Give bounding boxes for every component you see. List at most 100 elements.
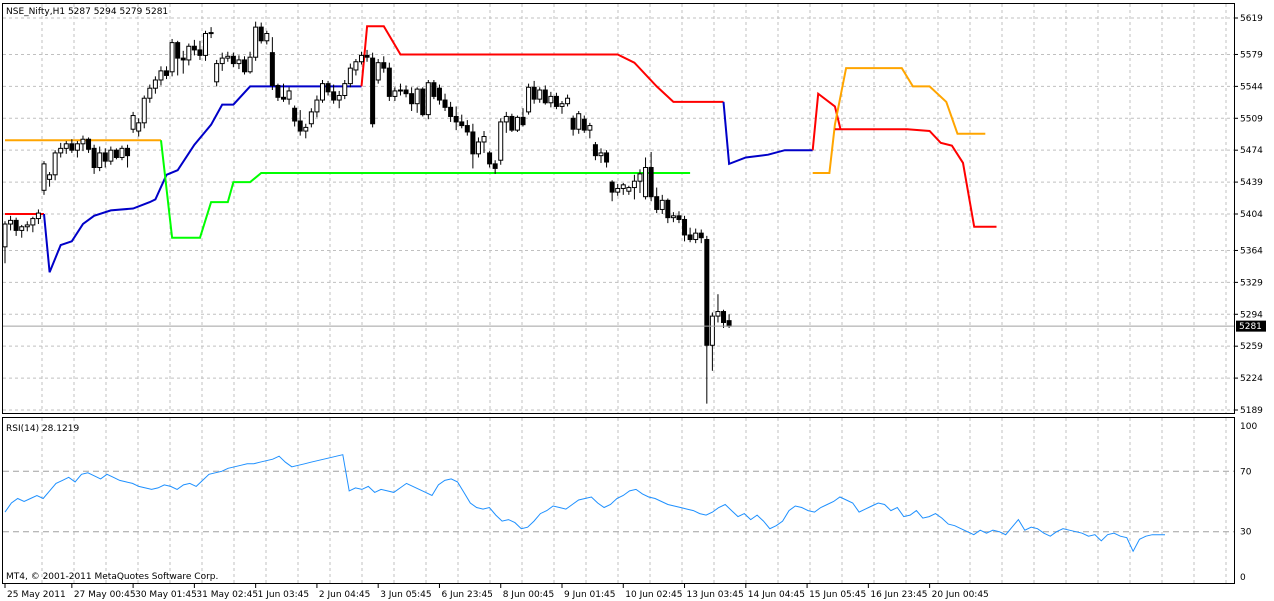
indicator-line xyxy=(43,85,362,273)
candle-body xyxy=(80,138,86,145)
x-tick-label: 9 Jun 01:45 xyxy=(564,590,615,600)
candle-body xyxy=(358,54,364,63)
y-tick-label: 5364 xyxy=(1240,246,1263,256)
candle-body xyxy=(548,95,554,104)
candle-body xyxy=(464,125,470,133)
candle-body xyxy=(247,56,253,73)
candle-body xyxy=(47,174,53,180)
y-tick-label: 5294 xyxy=(1240,310,1263,320)
candle-body xyxy=(498,121,504,161)
candle-body xyxy=(191,45,197,51)
y-tick-label: 5404 xyxy=(1240,210,1263,220)
candle-body xyxy=(102,152,108,162)
candle-body xyxy=(141,97,147,124)
candle-body xyxy=(721,311,727,323)
candle-body xyxy=(158,70,164,81)
candle-body xyxy=(331,91,337,101)
candle-body xyxy=(492,163,498,169)
candle-body xyxy=(709,315,715,346)
candle-body xyxy=(531,86,537,100)
x-tick-label: 20 Jun 00:45 xyxy=(932,590,989,600)
candle-body xyxy=(542,89,548,104)
x-tick-label: 15 Jun 05:45 xyxy=(809,590,866,600)
rsi-panel-frame xyxy=(2,417,1235,584)
candle-body xyxy=(264,32,270,42)
rsi-tick-label: 100 xyxy=(1240,422,1257,432)
candle-body xyxy=(175,42,181,59)
candle-body xyxy=(442,99,448,108)
rsi-axis-labels: 100 70 30 0 xyxy=(1240,422,1257,583)
y-tick-label: 5579 xyxy=(1240,50,1263,60)
candle-body xyxy=(436,87,442,101)
candle-body xyxy=(514,116,520,131)
y-tick-label: 5439 xyxy=(1240,178,1263,188)
x-tick-label: 1 Jun 03:45 xyxy=(258,590,309,600)
candle-body xyxy=(219,57,225,65)
candle-body xyxy=(643,167,649,198)
candle-body xyxy=(208,32,214,35)
candle-body xyxy=(353,61,359,71)
candle-body xyxy=(693,232,699,241)
candle-body xyxy=(24,224,30,228)
candle-body xyxy=(325,83,331,93)
y-tick-label: 5509 xyxy=(1240,114,1263,124)
candle-body xyxy=(41,163,47,191)
candle-body xyxy=(475,141,481,155)
candle-body xyxy=(676,215,682,220)
x-tick-label: 13 Jun 03:45 xyxy=(687,590,744,600)
y-tick-label: 5544 xyxy=(1240,82,1263,92)
candle-body xyxy=(503,115,509,123)
candle-body xyxy=(63,143,69,149)
x-axis-labels: 25 May 2011 27 May 00:45 30 May 01:45 31 Ma… xyxy=(4,584,989,600)
candle-body xyxy=(370,57,376,125)
candle-body xyxy=(319,83,325,101)
y-tick-label: 5259 xyxy=(1240,342,1263,352)
candle-body xyxy=(30,218,36,226)
candle-body xyxy=(715,311,721,317)
candle-body xyxy=(726,320,732,327)
current-price-box xyxy=(1236,320,1266,332)
candle-body xyxy=(565,97,571,105)
candle-body xyxy=(180,57,186,61)
rsi-tick-label: 30 xyxy=(1240,528,1252,538)
candle-body xyxy=(576,113,582,130)
candle-body xyxy=(8,219,14,225)
candle-body xyxy=(69,143,75,151)
candle-body xyxy=(253,26,259,58)
candle-body xyxy=(203,32,209,56)
candle-body xyxy=(297,120,303,132)
candle-body xyxy=(13,219,19,231)
x-tick-label: 31 May 02:45 xyxy=(196,590,258,600)
y-tick-label: 5224 xyxy=(1240,374,1263,384)
candle-body xyxy=(375,62,381,81)
candle-body xyxy=(136,122,142,132)
rsi-tick-label: 0 xyxy=(1240,573,1246,583)
candle-body xyxy=(347,67,353,85)
candle-body xyxy=(152,79,158,89)
candle-body xyxy=(637,173,643,182)
candle-body xyxy=(314,99,320,113)
indicator-line xyxy=(360,25,724,103)
x-tick-label: 30 May 01:45 xyxy=(135,590,197,600)
indicator-lines xyxy=(5,25,997,273)
candle-body xyxy=(86,138,92,150)
candle-body xyxy=(626,187,632,192)
rsi-line xyxy=(4,454,1165,553)
candle-body xyxy=(342,83,348,96)
candle-body xyxy=(654,196,660,210)
candle-body xyxy=(470,131,476,155)
candle-body xyxy=(225,55,231,59)
candle-body xyxy=(336,94,342,101)
candle-body xyxy=(682,218,688,236)
candle-body xyxy=(520,116,526,126)
candle-body xyxy=(392,90,398,97)
candle-body xyxy=(381,62,387,69)
candle-body xyxy=(453,115,459,123)
x-tick-label: 2 Jun 04:45 xyxy=(319,590,370,600)
candle-body xyxy=(286,90,292,100)
candle-body xyxy=(113,149,119,158)
indicator-line xyxy=(812,67,986,174)
candle-body xyxy=(553,95,559,107)
